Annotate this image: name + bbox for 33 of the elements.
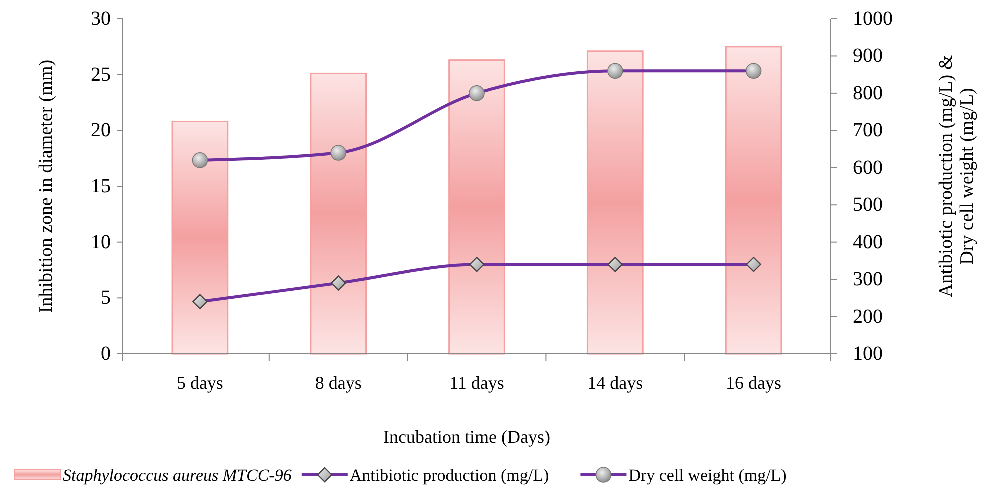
y2-tick-label: 600 — [853, 156, 883, 179]
y-tick-label: 20 — [91, 120, 111, 142]
y2-tick-label: 300 — [853, 268, 883, 291]
y2-tick-label: 400 — [853, 231, 883, 254]
y-axis-title: Inhibition zone in diameter (mm) — [36, 60, 57, 314]
y2-tick-label: 200 — [853, 306, 883, 328]
y-tick-label: 15 — [91, 176, 111, 198]
bar — [586, 50, 644, 355]
y2-axis-title: Antibiotic production (mg/L) & Dry cell weight (mg/L) — [936, 55, 978, 298]
bar — [172, 120, 229, 355]
y2-tick-label: 800 — [853, 82, 883, 104]
y2-tick-label: 900 — [853, 45, 883, 68]
legend-label: Antibiotic production (mg/L) — [350, 466, 550, 485]
x-tick-label: 11 days — [450, 373, 504, 393]
y2-tick-label: 700 — [853, 120, 883, 142]
y2-tick-label: 1000 — [853, 8, 893, 30]
y-tick-label: 10 — [91, 231, 111, 254]
bar — [725, 46, 782, 355]
y2-tick-label: 100 — [853, 343, 883, 365]
y-tick-label: 5 — [101, 287, 111, 310]
x-axis-title: Incubation time (Days) — [384, 427, 550, 447]
y-tick-label: 0 — [101, 343, 111, 365]
y2-tick-label: 500 — [853, 194, 883, 216]
x-tick-label: 5 days — [176, 373, 224, 393]
legend-label: Staphylococcus aureus MTCC-96 — [63, 466, 292, 485]
legend-label: Dry cell weight (mg/L) — [628, 466, 787, 485]
y-tick-label: 25 — [91, 64, 111, 86]
x-tick-label: 14 days — [588, 373, 644, 393]
x-tick-label: 16 days — [726, 373, 782, 393]
bar — [310, 72, 368, 355]
y-tick-label: 30 — [91, 8, 111, 30]
x-tick-label: 8 days — [315, 373, 362, 393]
bar — [448, 60, 506, 355]
